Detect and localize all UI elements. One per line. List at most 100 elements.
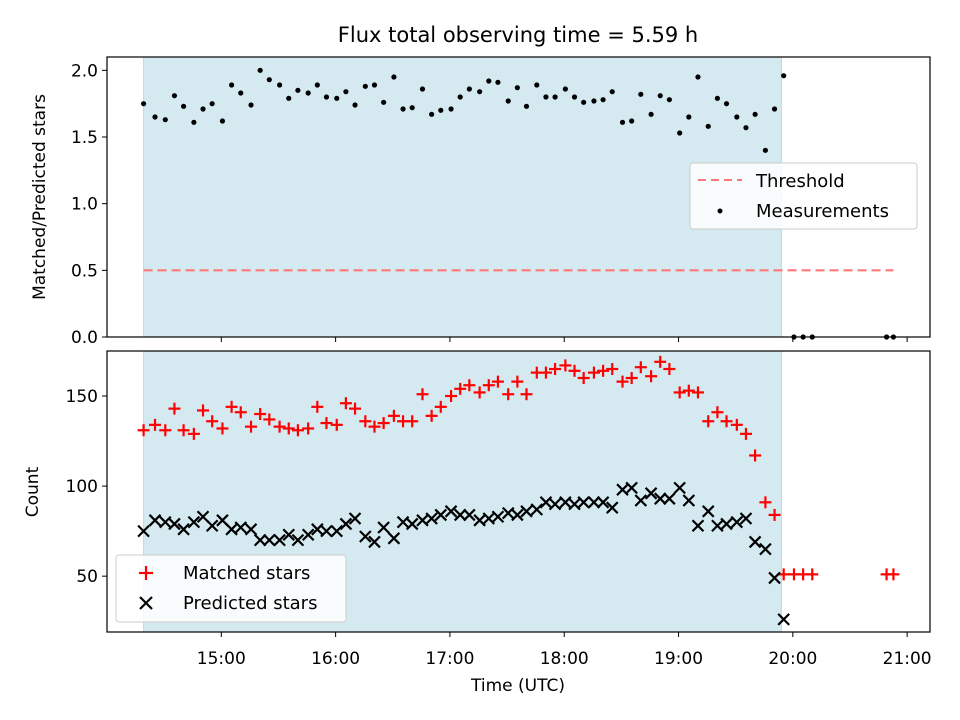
predicted-star-point — [263, 533, 276, 547]
matched-star-point — [711, 406, 724, 419]
matched-star-point — [673, 386, 686, 399]
measurement-point — [152, 114, 158, 120]
predicted-star-point — [625, 481, 638, 495]
predicted-star-point — [682, 494, 696, 507]
matched-star-point — [406, 415, 419, 428]
measurement-point — [266, 77, 272, 83]
predicted-star-point — [520, 505, 533, 518]
x-axis-label: Time (UTC) — [470, 676, 565, 696]
matched-star-point — [234, 406, 247, 419]
predicted-star-point — [530, 503, 544, 516]
matched-star-point — [768, 508, 781, 521]
measurement-point — [162, 117, 168, 123]
measurement-point — [438, 107, 444, 113]
measurement-point — [705, 123, 711, 129]
top-legend-frame — [689, 162, 918, 230]
predicted-star-point — [768, 571, 781, 585]
x-tick-label: 19:00 — [654, 649, 703, 669]
y-tick-label: 150 — [66, 387, 98, 407]
predicted-star-point — [701, 505, 715, 518]
predicted-star-point — [434, 508, 448, 522]
matched-star-point — [368, 420, 381, 433]
measurement-point — [762, 147, 769, 153]
predicted-star-point — [739, 512, 753, 525]
top-panel-y-axis: 0.0 0.5 1.0 1.5 2.0 — [71, 61, 908, 348]
predicted-star-point — [348, 512, 362, 525]
threshold-legend-label: Threshold — [755, 171, 845, 192]
x-axis: 15:00 16:00 17:00 18:00 19:00 20:00 21:00 — [197, 649, 932, 669]
measurement-point — [219, 118, 226, 124]
y-tick-label: 1.5 — [71, 128, 98, 148]
measurement-point — [695, 74, 701, 80]
measurement-point — [400, 106, 406, 112]
matched-star-point — [425, 409, 438, 422]
measurement-point — [371, 82, 378, 88]
measurement-point — [191, 119, 197, 125]
matched-star-point — [473, 386, 486, 399]
predicted-star-point — [548, 497, 562, 511]
measurement-point — [600, 97, 606, 103]
bottom-panel-frame — [106, 350, 931, 633]
measurement-point — [171, 93, 178, 99]
predicted-star-point — [491, 510, 505, 523]
measurement-point — [286, 95, 292, 101]
top-panel-background — [143, 56, 782, 338]
matched-star-point — [445, 390, 458, 403]
matched-star-point — [137, 424, 150, 437]
y-tick-label: 1.0 — [71, 195, 98, 215]
matched-star-point — [587, 366, 600, 379]
bottom-panel: 50 100 150 Count Matched stars Predicted s… — [23, 350, 931, 637]
matched-star-point — [720, 415, 733, 428]
matched-star-point — [645, 370, 658, 383]
measurement-point — [295, 87, 301, 93]
matched-star-point — [511, 375, 524, 388]
predicted-star-point — [634, 494, 648, 507]
matched-star-point — [482, 379, 495, 392]
predicted-star-point — [644, 487, 658, 500]
measurement-point — [486, 78, 492, 84]
matched-star-point — [149, 418, 162, 431]
measurement-point — [648, 111, 654, 117]
measurement-point — [686, 114, 692, 120]
measurement-point — [571, 94, 578, 100]
matched-star-point — [702, 415, 715, 428]
matched-star-point — [206, 415, 219, 428]
matched-star-point — [759, 496, 772, 509]
matched-star-point — [559, 359, 572, 372]
measurement-point — [677, 130, 683, 136]
measurement-point — [381, 99, 387, 105]
matched-star-point — [416, 388, 429, 401]
matched-star-point — [663, 363, 676, 376]
bottom-panel-y-axis: 50 100 150 — [66, 387, 908, 637]
matched-star-point — [454, 382, 467, 395]
matched-star-point — [597, 364, 610, 377]
matched-star-point — [254, 408, 267, 421]
measurement-point — [180, 103, 187, 109]
matched-star-point — [282, 422, 295, 435]
matched-star-point — [568, 364, 581, 377]
measurement-point — [495, 79, 501, 85]
measurement-point — [140, 101, 147, 107]
bottom-panel-marks — [137, 355, 900, 626]
y-tick-label: 2.0 — [71, 61, 98, 81]
matched-star-point — [387, 409, 400, 422]
matched-star-point — [330, 418, 343, 431]
top-panel-y-axis-label: Matched/Predicted stars — [30, 94, 50, 300]
measurement-point — [734, 114, 740, 120]
predicted-star-point — [291, 533, 305, 547]
x-tick-label: 20:00 — [768, 649, 817, 669]
matched-star-point — [197, 404, 210, 417]
x-tick-label: 16:00 — [311, 649, 360, 669]
matched-star-point — [682, 384, 695, 397]
predicted-star-point — [425, 512, 438, 525]
matched-star-point — [463, 379, 476, 392]
predicted-star-point — [282, 528, 296, 542]
matched-legend-swatch — [139, 566, 153, 580]
predicted-star-point — [387, 532, 401, 545]
matched-star-point — [159, 424, 172, 437]
measurement-point — [277, 82, 283, 88]
matched-star-point — [168, 402, 181, 415]
predicted-star-point — [359, 530, 372, 543]
measurement-point — [391, 74, 397, 80]
